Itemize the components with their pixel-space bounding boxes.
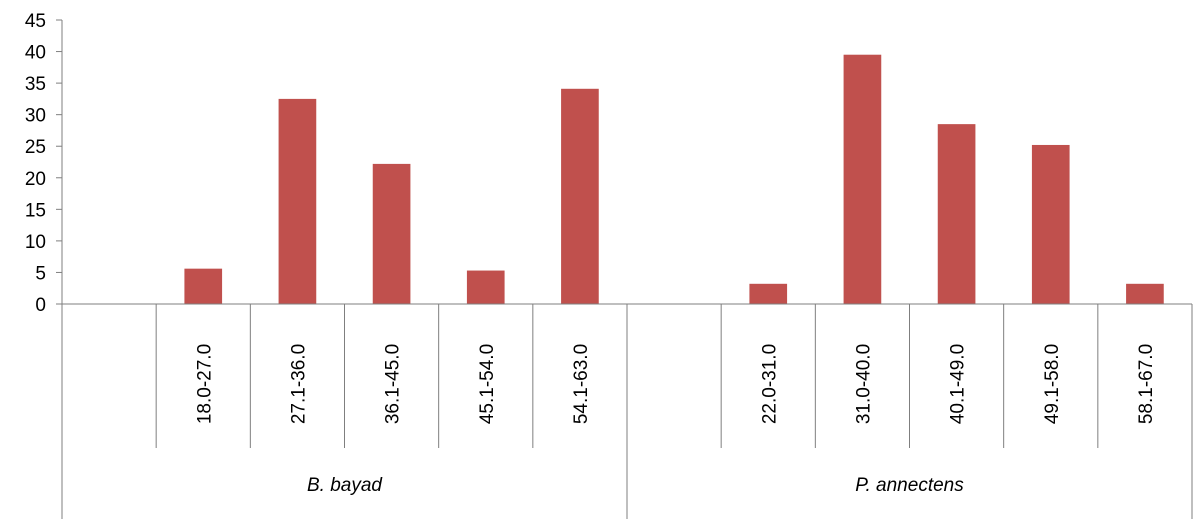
y-tick-label: 25 <box>25 137 46 158</box>
bar <box>937 124 976 304</box>
y-tick-label: 35 <box>25 74 46 95</box>
y-tick-label: 20 <box>25 169 46 190</box>
group-label: P. annectens <box>855 475 964 496</box>
bar <box>749 283 788 304</box>
bar <box>843 54 882 304</box>
y-tick-label: 15 <box>25 200 46 221</box>
y-axis: 0 5 10 15 20 25 30 35 40 45 <box>25 11 63 316</box>
category-label: 27.1-36.0 <box>288 344 309 424</box>
y-tick-label: 30 <box>25 106 46 127</box>
y-tick-label: 45 <box>25 11 46 32</box>
y-tick-label: 40 <box>25 43 46 64</box>
y-tick-label: 5 <box>35 263 46 284</box>
category-label: 18.0-27.0 <box>194 344 215 424</box>
category-label: 36.1-45.0 <box>383 344 404 424</box>
category-label: 22.0-31.0 <box>759 344 780 424</box>
bar <box>466 270 505 304</box>
bar <box>278 98 317 304</box>
category-label: 40.1-49.0 <box>948 344 969 424</box>
bar <box>184 268 223 304</box>
bar <box>372 163 411 304</box>
bar <box>1126 283 1164 304</box>
bars <box>184 54 1164 305</box>
category-label: 45.1-54.0 <box>477 344 498 424</box>
category-label: 49.1-58.0 <box>1042 344 1063 424</box>
bar <box>561 88 599 305</box>
y-tick-label: 10 <box>25 232 46 253</box>
group-label: B. bayad <box>307 475 383 496</box>
category-label: 31.0-40.0 <box>853 344 874 424</box>
x-axis: 18.0-27.0 27.1-36.0 36.1-45.0 45.1-54.0 54.1… <box>61 303 1193 519</box>
y-tick-label: 0 <box>35 295 46 316</box>
bar <box>1031 144 1070 304</box>
category-label: 58.1-67.0 <box>1136 344 1157 424</box>
category-label: 54.1-63.0 <box>571 344 592 424</box>
